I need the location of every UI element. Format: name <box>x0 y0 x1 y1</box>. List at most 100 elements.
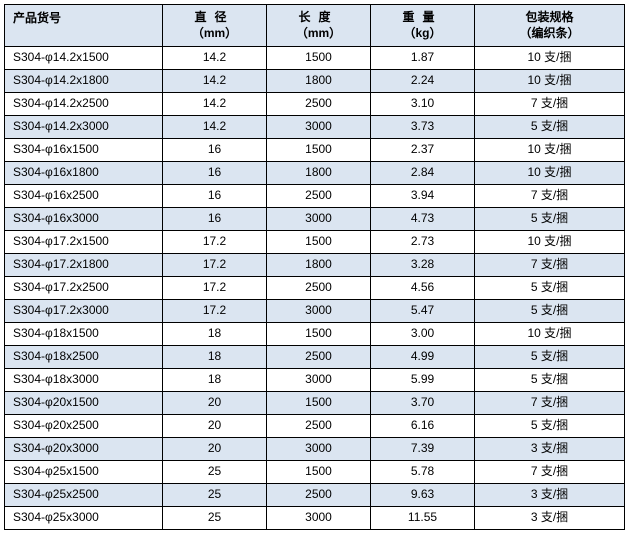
cell-diameter: 25 <box>163 484 267 507</box>
cell-product: S304-φ20x2500 <box>5 415 163 438</box>
cell-product: S304-φ16x2500 <box>5 185 163 208</box>
header-length: 长度 （mm） <box>267 5 371 47</box>
cell-length: 3000 <box>267 369 371 392</box>
table-row: S304-φ16x18001618002.8410 支/捆 <box>5 162 625 185</box>
cell-weight: 3.73 <box>371 116 475 139</box>
cell-diameter: 18 <box>163 323 267 346</box>
cell-weight: 3.10 <box>371 93 475 116</box>
table-row: S304-φ18x25001825004.995 支/捆 <box>5 346 625 369</box>
cell-product: S304-φ16x3000 <box>5 208 163 231</box>
cell-diameter: 16 <box>163 139 267 162</box>
cell-length: 1500 <box>267 231 371 254</box>
table-row: S304-φ25x15002515005.787 支/捆 <box>5 461 625 484</box>
cell-length: 1800 <box>267 70 371 93</box>
cell-weight: 2.37 <box>371 139 475 162</box>
table-row: S304-φ16x30001630004.735 支/捆 <box>5 208 625 231</box>
cell-weight: 3.94 <box>371 185 475 208</box>
cell-length: 1500 <box>267 392 371 415</box>
table-row: S304-φ20x30002030007.393 支/捆 <box>5 438 625 461</box>
cell-packaging: 10 支/捆 <box>475 70 625 93</box>
table-row: S304-φ17.2x300017.230005.475 支/捆 <box>5 300 625 323</box>
cell-weight: 9.63 <box>371 484 475 507</box>
header-weight-line1: 重量 <box>373 10 472 26</box>
cell-length: 1500 <box>267 139 371 162</box>
table-row: S304-φ14.2x180014.218002.2410 支/捆 <box>5 70 625 93</box>
product-spec-table: 产品货号 直径 （mm） 长度 （mm） 重量 （kg） 包装规格 （编织条） … <box>4 4 625 530</box>
header-length-line2: （mm） <box>269 26 368 42</box>
cell-diameter: 25 <box>163 507 267 530</box>
cell-packaging: 10 支/捆 <box>475 47 625 70</box>
cell-product: S304-φ16x1500 <box>5 139 163 162</box>
cell-product: S304-φ18x3000 <box>5 369 163 392</box>
cell-packaging: 5 支/捆 <box>475 369 625 392</box>
cell-packaging: 10 支/捆 <box>475 139 625 162</box>
cell-weight: 5.78 <box>371 461 475 484</box>
cell-product: S304-φ14.2x2500 <box>5 93 163 116</box>
cell-packaging: 3 支/捆 <box>475 507 625 530</box>
header-packaging-line2: （编织条） <box>477 26 622 42</box>
cell-packaging: 10 支/捆 <box>475 231 625 254</box>
cell-diameter: 14.2 <box>163 116 267 139</box>
table-row: S304-φ17.2x150017.215002.7310 支/捆 <box>5 231 625 254</box>
cell-packaging: 10 支/捆 <box>475 162 625 185</box>
header-weight-line2: （kg） <box>373 26 472 42</box>
header-diameter-line2: （mm） <box>165 26 264 42</box>
cell-product: S304-φ25x3000 <box>5 507 163 530</box>
cell-weight: 6.16 <box>371 415 475 438</box>
table-row: S304-φ18x30001830005.995 支/捆 <box>5 369 625 392</box>
header-packaging-line1: 包装规格 <box>477 10 622 26</box>
table-row: S304-φ18x15001815003.0010 支/捆 <box>5 323 625 346</box>
cell-packaging: 5 支/捆 <box>475 300 625 323</box>
cell-packaging: 5 支/捆 <box>475 277 625 300</box>
cell-weight: 2.73 <box>371 231 475 254</box>
cell-length: 3000 <box>267 438 371 461</box>
table-row: S304-φ14.2x250014.225003.107 支/捆 <box>5 93 625 116</box>
cell-length: 2500 <box>267 346 371 369</box>
cell-length: 1500 <box>267 47 371 70</box>
cell-product: S304-φ20x1500 <box>5 392 163 415</box>
cell-packaging: 5 支/捆 <box>475 116 625 139</box>
cell-length: 3000 <box>267 116 371 139</box>
cell-length: 2500 <box>267 93 371 116</box>
cell-diameter: 20 <box>163 392 267 415</box>
cell-packaging: 7 支/捆 <box>475 254 625 277</box>
cell-product: S304-φ14.2x1500 <box>5 47 163 70</box>
table-row: S304-φ25x300025300011.553 支/捆 <box>5 507 625 530</box>
cell-product: S304-φ17.2x3000 <box>5 300 163 323</box>
header-diameter-line1: 直径 <box>165 10 264 26</box>
cell-packaging: 5 支/捆 <box>475 415 625 438</box>
cell-length: 2500 <box>267 185 371 208</box>
cell-diameter: 17.2 <box>163 300 267 323</box>
header-row: 产品货号 直径 （mm） 长度 （mm） 重量 （kg） 包装规格 （编织条） <box>5 5 625 47</box>
cell-length: 3000 <box>267 300 371 323</box>
table-row: S304-φ25x25002525009.633 支/捆 <box>5 484 625 507</box>
cell-product: S304-φ14.2x3000 <box>5 116 163 139</box>
cell-weight: 2.24 <box>371 70 475 93</box>
cell-length: 1800 <box>267 254 371 277</box>
cell-diameter: 18 <box>163 369 267 392</box>
cell-diameter: 17.2 <box>163 254 267 277</box>
cell-product: S304-φ18x1500 <box>5 323 163 346</box>
cell-product: S304-φ25x2500 <box>5 484 163 507</box>
cell-diameter: 18 <box>163 346 267 369</box>
cell-packaging: 7 支/捆 <box>475 461 625 484</box>
header-weight: 重量 （kg） <box>371 5 475 47</box>
cell-product: S304-φ17.2x2500 <box>5 277 163 300</box>
table-row: S304-φ16x25001625003.947 支/捆 <box>5 185 625 208</box>
cell-weight: 3.00 <box>371 323 475 346</box>
cell-diameter: 16 <box>163 185 267 208</box>
cell-weight: 4.99 <box>371 346 475 369</box>
table-header: 产品货号 直径 （mm） 长度 （mm） 重量 （kg） 包装规格 （编织条） <box>5 5 625 47</box>
cell-packaging: 7 支/捆 <box>475 185 625 208</box>
table-row: S304-φ20x25002025006.165 支/捆 <box>5 415 625 438</box>
cell-length: 1500 <box>267 461 371 484</box>
cell-product: S304-φ20x3000 <box>5 438 163 461</box>
cell-diameter: 20 <box>163 438 267 461</box>
cell-weight: 7.39 <box>371 438 475 461</box>
cell-product: S304-φ17.2x1800 <box>5 254 163 277</box>
cell-length: 1500 <box>267 323 371 346</box>
cell-diameter: 14.2 <box>163 93 267 116</box>
header-diameter: 直径 （mm） <box>163 5 267 47</box>
header-length-line1: 长度 <box>269 10 368 26</box>
cell-weight: 5.99 <box>371 369 475 392</box>
